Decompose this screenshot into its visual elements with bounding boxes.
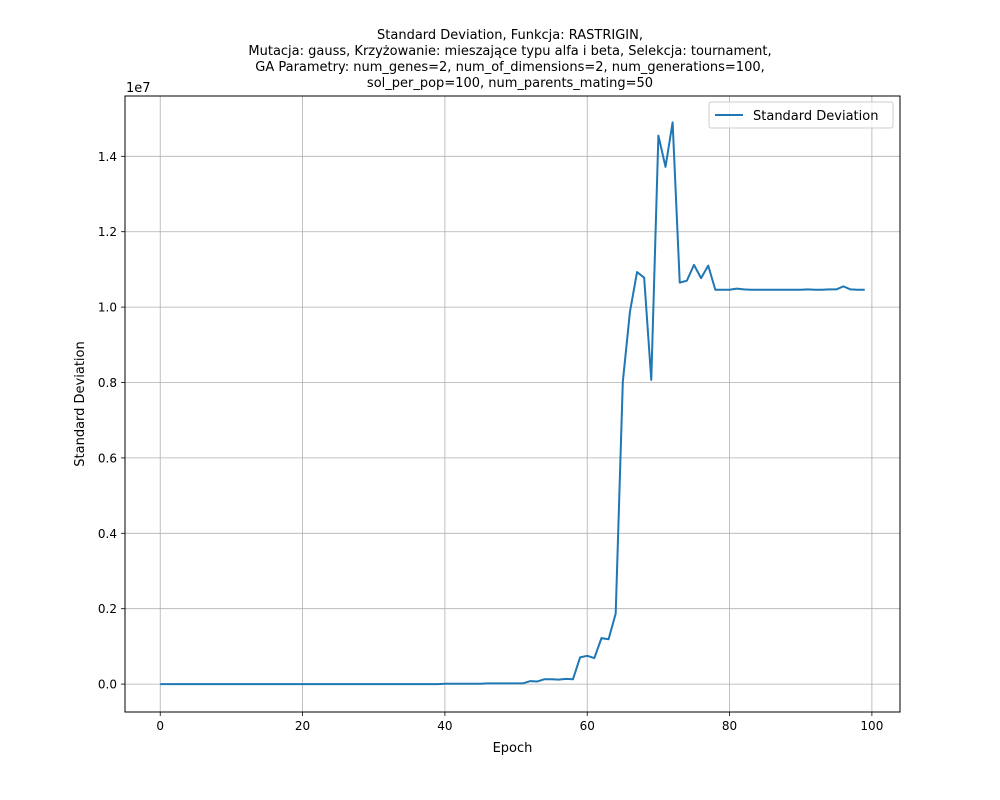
chart-title-line: Mutacja: gauss, Krzyżowanie: mieszające … [248,44,771,59]
chart-title-line: Standard Deviation, Funkcja: RASTRIGIN, [377,28,643,43]
legend: Standard Deviation [708,101,894,129]
x-axis-label: Epoch [493,741,533,756]
chart-title-line: sol_per_pop=100, num_parents_mating=50 [367,76,653,91]
x-tick-label: 0 [156,719,164,733]
y-tick-label: 1.4 [98,150,117,164]
chart-title-line: GA Parametry: num_genes=2, num_of_dimens… [255,60,765,75]
y-tick-label: 0.8 [98,376,117,390]
x-axis-ticks: 0 20 40 60 80 100 [156,712,883,733]
series-lines [160,121,865,686]
y-scale-label: 1e7 [126,81,151,96]
y-axis-label: Standard Deviation [73,341,88,466]
x-tick-label: 60 [580,719,595,733]
y-tick-label: 0.4 [98,527,117,541]
grid [125,96,900,712]
x-tick-label: 40 [437,719,452,733]
x-tick-label: 20 [295,719,310,733]
axes-frame [124,95,901,713]
y-axis-ticks: 0.0 0.2 0.4 0.6 0.8 1.0 1.2 1.4 [98,150,125,692]
y-tick-label: 0.0 [98,678,117,692]
y-tick-label: 1.2 [98,225,117,239]
y-tick-label: 0.6 [98,451,117,465]
y-tick-label: 1.0 [98,301,117,315]
legend-label: Standard Deviation [753,109,878,124]
x-tick-label: 80 [722,719,737,733]
chart-title: Standard Deviation, Funkcja: RASTRIGIN,M… [248,28,771,91]
x-tick-label: 100 [860,719,883,733]
legend-box [708,101,894,129]
series-line [160,121,865,686]
y-tick-label: 0.2 [98,602,117,616]
